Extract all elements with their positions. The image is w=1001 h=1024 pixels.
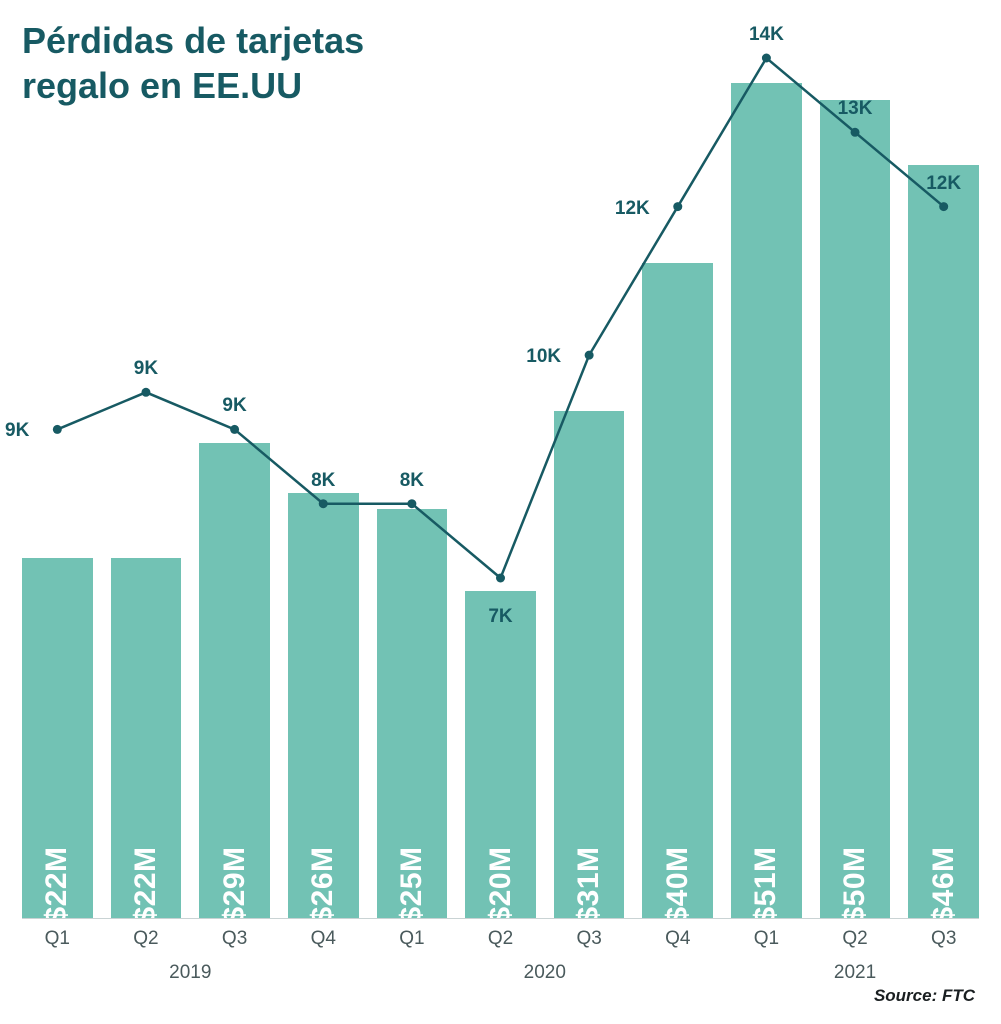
- bar: $22M: [111, 558, 182, 918]
- trend-point-label: 13K: [838, 98, 873, 120]
- trend-point-label: 9K: [222, 395, 246, 417]
- bar: $51M: [731, 83, 802, 918]
- x-tick-quarter: Q4: [288, 928, 359, 950]
- bar: $40M: [642, 263, 713, 918]
- bar: $25M: [377, 509, 448, 918]
- trend-point-label: 8K: [311, 470, 335, 492]
- bar-value-label: $40M: [661, 846, 695, 923]
- bar: $26M: [288, 493, 359, 918]
- x-tick-quarter: Q4: [642, 928, 713, 950]
- bar-value-label: $22M: [129, 846, 163, 923]
- x-axis: Q1 Q2 Q3 Q4 Q1 Q2 Q3 Q4 Q1 Q2 Q3: [22, 928, 979, 950]
- bar-value-label: $46M: [927, 846, 961, 923]
- x-tick-quarter: Q1: [731, 928, 802, 950]
- bar-value-label: $51M: [749, 846, 783, 923]
- bar: $50M: [820, 100, 891, 918]
- x-tick-quarter: Q1: [377, 928, 448, 950]
- bar-value-label: $26M: [306, 846, 340, 923]
- trend-point-label: 12K: [615, 198, 650, 220]
- x-tick-quarter: Q3: [199, 928, 270, 950]
- year-axis: 2019 2020 2021: [22, 962, 979, 986]
- x-tick-quarter: Q1: [22, 928, 93, 950]
- trend-point-label: 12K: [926, 173, 961, 195]
- bar: $20M: [465, 591, 536, 918]
- trend-point-label: 7K: [488, 606, 512, 628]
- trend-point-label: 9K: [134, 358, 158, 380]
- bar-value-label: $20M: [484, 846, 518, 923]
- bars-container: $22M$22M$29M$26M$25M$20M$31M$40M$51M$50M…: [22, 18, 979, 918]
- trend-point-label: 14K: [749, 24, 784, 46]
- x-tick-year: 2021: [834, 962, 876, 984]
- x-tick-year: 2020: [524, 962, 566, 984]
- x-axis-line: [22, 918, 979, 919]
- bar-value-label: $50M: [838, 846, 872, 923]
- x-tick-quarter: Q3: [554, 928, 625, 950]
- chart-area: $22M$22M$29M$26M$25M$20M$31M$40M$51M$50M…: [22, 18, 979, 918]
- bar-value-label: $29M: [218, 846, 252, 923]
- bar-value-label: $22M: [40, 846, 74, 923]
- x-tick-quarter: Q2: [465, 928, 536, 950]
- trend-point-label: 8K: [400, 470, 424, 492]
- trend-point-label: 10K: [526, 346, 561, 368]
- trend-point-label: 9K: [5, 420, 29, 442]
- bar: $22M: [22, 558, 93, 918]
- bar-value-label: $31M: [572, 846, 606, 923]
- bar: $29M: [199, 443, 270, 918]
- bar: $46M: [908, 165, 979, 918]
- x-tick-year: 2019: [169, 962, 211, 984]
- x-tick-quarter: Q2: [820, 928, 891, 950]
- x-tick-quarter: Q3: [908, 928, 979, 950]
- bar: $31M: [554, 411, 625, 918]
- x-tick-quarter: Q2: [111, 928, 182, 950]
- source-label: Source: FTC: [874, 986, 975, 1006]
- bar-value-label: $25M: [395, 846, 429, 923]
